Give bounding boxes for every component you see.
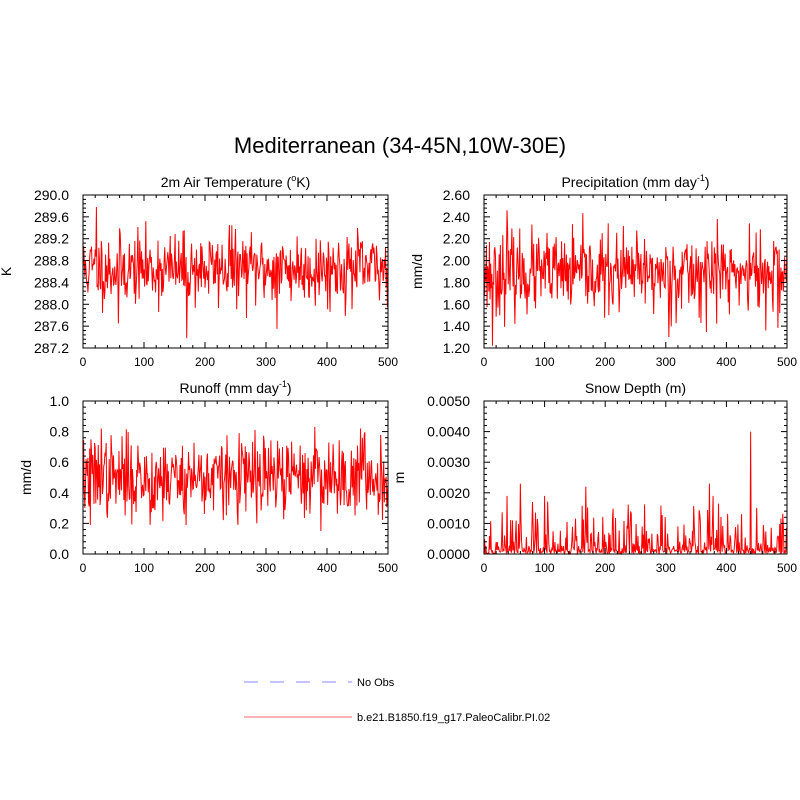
- legend: No Obs b.e21.B1850.f19_g17.PaleoCalibr.P…: [244, 677, 550, 724]
- y-tick-label: 2.00: [443, 253, 470, 269]
- x-tick-label: 0: [481, 561, 488, 575]
- x-tick-label: 200: [595, 355, 615, 369]
- runoff-title: Runoff (mm day-1): [179, 379, 291, 396]
- air-temp-frame: [82, 194, 389, 349]
- x-tick-label: 0: [80, 355, 87, 369]
- y-tick-label: 0.0000: [427, 546, 470, 562]
- x-tick-label: 300: [256, 355, 276, 369]
- y-tick-label: 288.8: [34, 253, 69, 269]
- air-temp-ylabel: K: [0, 266, 14, 276]
- precip-frame: [483, 194, 788, 349]
- runoff-ylabel: mm/d: [18, 460, 34, 495]
- snow-depth-frame: [483, 400, 788, 555]
- precip-series-line: [483, 210, 788, 346]
- x-tick-label: 400: [317, 561, 337, 575]
- x-tick-label: 300: [656, 561, 676, 575]
- legend-model-label: b.e21.B1850.f19_g17.PaleoCalibr.PI.02: [357, 712, 550, 724]
- x-tick-label: 300: [256, 561, 276, 575]
- y-tick-label: 289.6: [34, 209, 69, 225]
- runoff-panel: Runoff (mm day-1) mm/d 0 100 200 300 400 500 0.0…: [18, 379, 398, 575]
- snow-depth-series-line: [483, 431, 788, 556]
- x-tick-label: 300: [656, 355, 676, 369]
- y-tick-label: 287.6: [34, 318, 69, 334]
- x-tick-label: 0: [80, 561, 87, 575]
- y-tick-label: 1.40: [443, 318, 470, 334]
- y-tick-label: 2.60: [443, 187, 470, 203]
- y-tick-label: 1.60: [443, 296, 470, 312]
- y-tick-label: 0.0: [50, 546, 70, 562]
- snow-depth-panel: Snow Depth (m) m 0 100 200 300 400 500 0.0000 0.0…: [391, 380, 797, 575]
- y-tick-label: 2.40: [443, 209, 470, 225]
- x-tick-label: 100: [134, 561, 154, 575]
- y-tick-label: 288.4: [34, 274, 69, 290]
- x-tick-label: 100: [535, 561, 555, 575]
- y-tick-label: 0.0040: [427, 424, 470, 440]
- x-tick-label: 500: [777, 355, 797, 369]
- runoff-frame: [82, 400, 389, 555]
- snow-depth-title: Snow Depth (m): [585, 380, 686, 396]
- x-tick-label: 0: [481, 355, 488, 369]
- y-tick-label: 289.2: [34, 231, 69, 247]
- legend-obs-label: No Obs: [357, 677, 395, 689]
- y-tick-label: 1.0: [50, 393, 70, 409]
- x-tick-label: 500: [378, 561, 398, 575]
- precip-title: Precipitation (mm day-1): [561, 173, 709, 190]
- y-tick-label: 1.20: [443, 340, 470, 356]
- y-tick-label: 0.2: [50, 515, 70, 531]
- x-tick-label: 400: [317, 355, 337, 369]
- precip-panel: Precipitation (mm day-1) mm/d 0 100 200 300 40…: [409, 173, 797, 369]
- y-tick-label: 0.8: [50, 424, 70, 440]
- y-tick-label: 0.0010: [427, 515, 470, 531]
- x-tick-label: 200: [195, 561, 215, 575]
- air-temp-panel: 2m Air Temperature (oK) K 0 100 200 300 400 500…: [0, 173, 398, 369]
- y-tick-label: 1.80: [443, 274, 470, 290]
- air-temp-series-line: [82, 207, 389, 339]
- y-tick-label: 287.2: [34, 340, 69, 356]
- y-tick-label: 0.0020: [427, 485, 470, 501]
- x-tick-label: 500: [777, 561, 797, 575]
- x-tick-label: 400: [716, 355, 736, 369]
- runoff-series-line: [82, 427, 389, 532]
- x-tick-label: 500: [378, 355, 398, 369]
- y-tick-label: 0.0050: [427, 393, 470, 409]
- snow-depth-ylabel: m: [391, 472, 407, 484]
- y-tick-label: 0.6: [50, 454, 70, 470]
- x-tick-label: 200: [595, 561, 615, 575]
- x-tick-label: 100: [134, 355, 154, 369]
- precip-ylabel: mm/d: [409, 254, 425, 289]
- figure-title: Mediterranean (34-45N,10W-30E): [234, 133, 566, 158]
- y-tick-label: 0.4: [50, 485, 70, 501]
- y-tick-label: 2.20: [443, 231, 470, 247]
- air-temp-title: 2m Air Temperature (oK): [161, 173, 310, 190]
- x-tick-label: 400: [716, 561, 736, 575]
- y-tick-label: 0.0030: [427, 454, 470, 470]
- y-tick-label: 290.0: [34, 187, 69, 203]
- x-tick-label: 200: [195, 355, 215, 369]
- x-tick-label: 100: [535, 355, 555, 369]
- y-tick-label: 288.0: [34, 296, 69, 312]
